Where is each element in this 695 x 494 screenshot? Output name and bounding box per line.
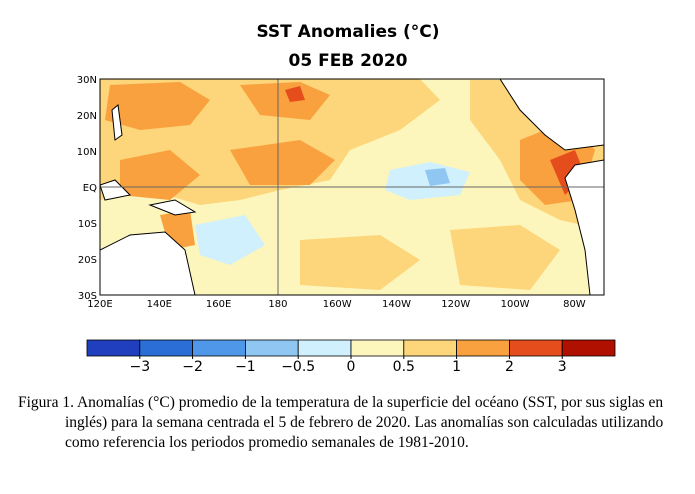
figure: SST Anomalies (°C) 05 FEB 2020	[77, 22, 616, 375]
map-title: SST Anomalies (°C)	[256, 22, 439, 42]
lat-label: 30N	[77, 75, 97, 86]
lat-label: 30S	[78, 291, 97, 302]
lat-label: 10N	[77, 147, 97, 158]
colorbar-box	[350, 339, 405, 357]
lat-label: 20N	[77, 111, 97, 122]
lon-label: 140W	[382, 299, 411, 310]
colorbar-label: 2	[505, 359, 514, 375]
colorbar-label: 0.5	[393, 359, 415, 375]
lat-label: EQ	[83, 183, 97, 194]
colorbar-box	[297, 339, 352, 357]
lon-label: 180	[268, 299, 287, 310]
colorbar-label: 0	[347, 359, 356, 375]
sst-field	[99, 78, 605, 296]
colorbar-box	[403, 339, 457, 357]
caption: Figura 1. Anomalías (°C) promedio de la …	[18, 394, 664, 451]
colorbar-box	[139, 339, 194, 357]
colorbar-label: −0.5	[281, 359, 315, 375]
lat-label: 20S	[78, 255, 97, 266]
colorbar-box	[456, 339, 510, 357]
lon-label: 120W	[441, 299, 470, 310]
lat-labels: 30N 20N 10N EQ 10S 20S 30S	[77, 75, 97, 302]
lon-labels: 120E 140E 160E 180 160W 140W 120W 100W 80W	[87, 299, 586, 310]
lon-label: 160W	[323, 299, 352, 310]
lon-label: 120E	[87, 299, 112, 310]
colorbar-box	[561, 339, 616, 357]
colorbar-box	[192, 339, 246, 357]
colorbar-box	[86, 339, 141, 357]
colorbar-label: −3	[129, 359, 150, 375]
lon-label: 80W	[563, 299, 586, 310]
colorbar-box	[508, 339, 563, 357]
lon-label: 100W	[501, 299, 530, 310]
colorbar-label: −2	[182, 359, 203, 375]
map-date: 05 FEB 2020	[289, 51, 408, 71]
colorbar-label: −1	[235, 359, 256, 375]
colorbar-label: 3	[558, 359, 567, 375]
colorbar-box	[244, 339, 299, 357]
colorbar-label: 1	[452, 359, 461, 375]
colorbar: −3 −2 −1 −0.5 0 0.5 1 2 3	[86, 339, 616, 375]
lon-label: 140E	[147, 299, 172, 310]
lon-label: 160E	[206, 299, 231, 310]
lat-label: 10S	[78, 219, 97, 230]
